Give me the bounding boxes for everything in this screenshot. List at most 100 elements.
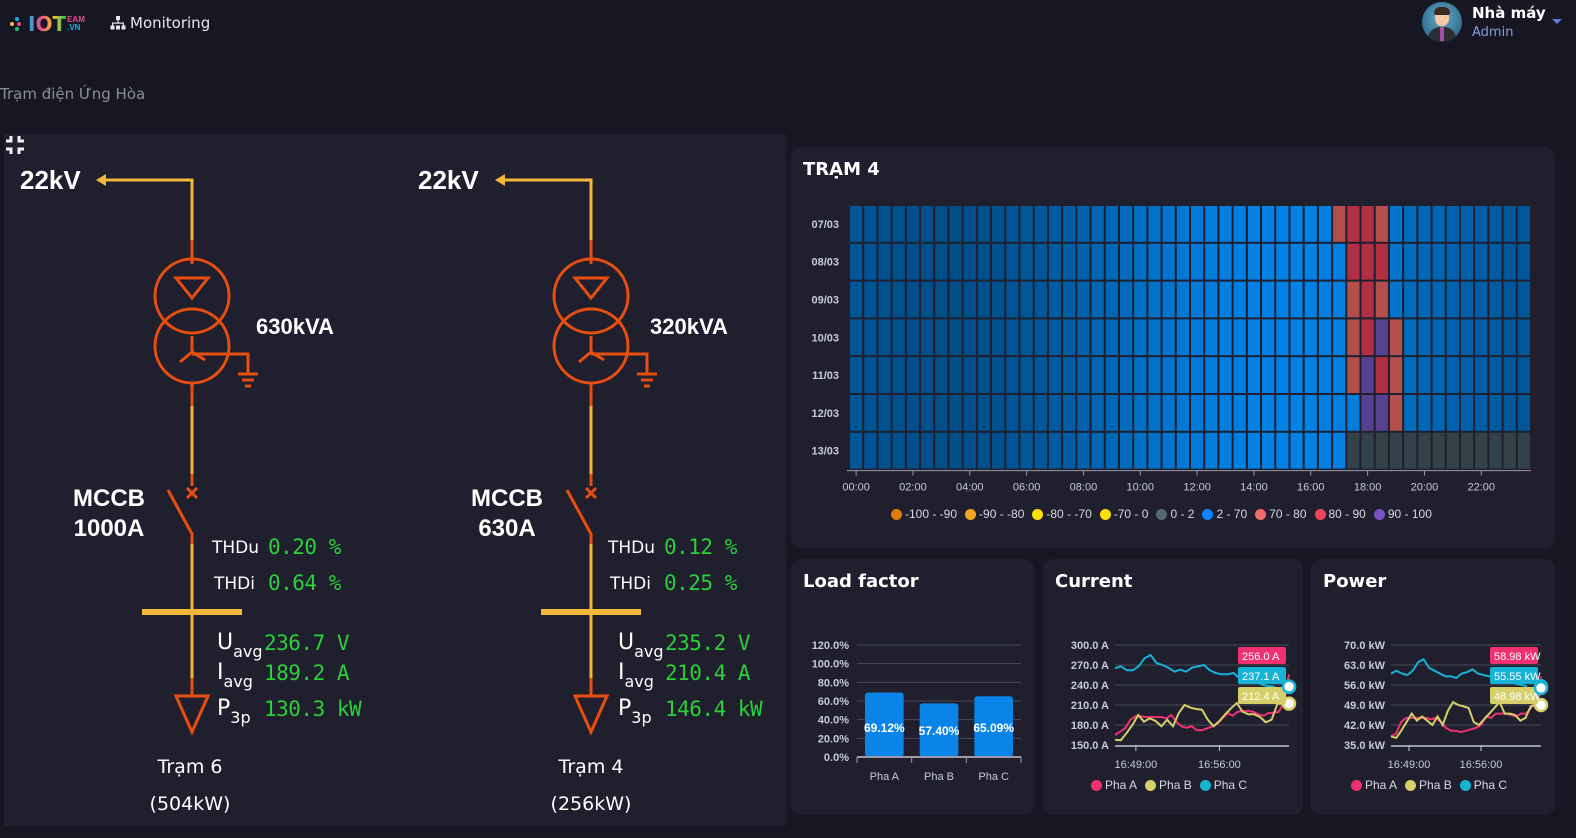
heatmap-cell xyxy=(1119,357,1133,393)
legend-dot-icon xyxy=(1373,508,1385,520)
heatmap-cell xyxy=(1091,206,1104,242)
heatmap-cell xyxy=(1475,319,1488,356)
heatmap-legend-item[interactable]: -80 - -70 xyxy=(1032,507,1092,521)
compress-icon[interactable] xyxy=(4,134,26,156)
heatmap-cell xyxy=(1119,432,1133,469)
heatmap-cell xyxy=(1048,319,1062,356)
legend-label: Pha A xyxy=(1365,778,1398,792)
i-avg-label: Iavg xyxy=(217,660,253,691)
series-end-marker xyxy=(1533,697,1549,713)
heatmap-cell xyxy=(1304,206,1317,242)
heatmap-legend-item[interactable]: 90 - 100 xyxy=(1373,507,1432,521)
heatmap-cell xyxy=(864,319,877,356)
current-title: Current xyxy=(1055,571,1133,592)
legend-label: -100 - -90 xyxy=(905,507,958,521)
heatmap-cell xyxy=(1134,432,1147,469)
heatmap-cell xyxy=(977,281,991,318)
legend-dot-icon xyxy=(1202,508,1214,520)
p-3p-value: 146.4 kW xyxy=(665,697,763,721)
heatmap-cell xyxy=(906,243,920,280)
heatmap-legend-item[interactable]: -90 - -80 xyxy=(965,507,1024,521)
heatmap-cell xyxy=(935,281,948,318)
heatmap-cell xyxy=(1489,357,1502,393)
heatmap-cell xyxy=(1375,395,1388,431)
heatmap-cell xyxy=(1375,206,1388,242)
line-legend-item[interactable]: Pha C xyxy=(1199,778,1248,792)
heatmap-cell xyxy=(1091,281,1104,318)
user-menu[interactable]: Nhà máy Admin xyxy=(1422,2,1546,42)
heatmap-cell xyxy=(1503,357,1516,393)
logo-sub-top: EAM xyxy=(67,15,85,24)
heatmap-cell xyxy=(878,357,891,393)
heatmap-cell xyxy=(1247,243,1261,280)
avatar[interactable] xyxy=(1422,2,1462,42)
heatmap-cell xyxy=(1219,395,1232,431)
nav-monitoring[interactable]: Monitoring xyxy=(110,14,210,32)
heatmap-cell xyxy=(1205,281,1218,318)
line-legend-item[interactable]: Pha B xyxy=(1145,778,1192,792)
heatmap-cell xyxy=(1063,357,1076,393)
breaker-x-icon xyxy=(584,486,598,500)
heatmap-cell xyxy=(935,357,948,393)
heatmap-cell xyxy=(1091,432,1104,469)
value-tooltip-label: 256.0 A xyxy=(1242,651,1280,663)
bar-x-tick-label: Pha A xyxy=(870,771,900,783)
legend-label: -90 - -80 xyxy=(979,507,1025,521)
heatmap-cell xyxy=(1418,395,1431,431)
line-legend-item[interactable]: Pha B xyxy=(1405,778,1452,792)
legend-label: Pha C xyxy=(1213,778,1248,792)
heatmap-cell xyxy=(1205,432,1218,469)
heatmap-cell xyxy=(1105,432,1118,469)
heatmap-cell xyxy=(1475,243,1488,280)
heatmap-cell xyxy=(1503,319,1516,356)
heatmap-cell xyxy=(850,395,863,431)
current-legend: Pha A Pha B Pha C xyxy=(1091,778,1247,792)
heatmap-legend-item[interactable]: 0 - 2 xyxy=(1156,507,1194,521)
heatmap-cell xyxy=(1176,206,1189,242)
logo[interactable]: IOT EAM .VN xyxy=(10,12,85,36)
heatmap-legend-item[interactable]: -100 - -90 xyxy=(891,507,957,521)
transformer-rating: 630kVA xyxy=(256,314,334,339)
heatmap-cell xyxy=(1034,357,1047,393)
line-legend-item[interactable]: Pha C xyxy=(1459,778,1507,792)
heatmap-cell xyxy=(1489,281,1502,318)
voltage-label: 22kV xyxy=(418,165,479,195)
heatmap-cell xyxy=(1134,319,1147,356)
chevron-down-icon[interactable] xyxy=(1552,19,1562,24)
heatmap-chart[interactable]: 07/03 08/03 09/03 10/03 11/03 12/03 13/03 00:00… xyxy=(791,197,1555,537)
line-y-tick-label: 180.0 A xyxy=(1071,720,1109,732)
breaker-switch-icon xyxy=(166,489,194,544)
heatmap-cell xyxy=(1489,206,1502,242)
series-line xyxy=(1114,674,1290,736)
heatmap-cell xyxy=(1077,243,1090,280)
heatmap-cell xyxy=(1432,395,1445,431)
legend-dot-icon xyxy=(1145,779,1157,791)
line-legend-item[interactable]: Pha A xyxy=(1351,778,1397,792)
legend-label: 70 - 80 xyxy=(1269,507,1307,521)
heatmap-cell xyxy=(906,206,920,242)
wye-icon xyxy=(578,350,605,364)
heatmap-cell xyxy=(935,243,948,280)
heatmap-cell xyxy=(1333,243,1346,280)
heatmap-cell xyxy=(878,281,891,318)
heatmap-cell xyxy=(1347,243,1360,280)
heatmap-x-tick-label: 02:00 xyxy=(899,482,927,494)
line-legend-item[interactable]: Pha A xyxy=(1091,778,1137,792)
heatmap-cell xyxy=(1247,395,1261,431)
load-factor-chart: 0.0% 20.0% 40.0% 60.0% 80.0% 100.0% 120.0% 69.1… xyxy=(812,640,1022,783)
u-avg-label: Uavg xyxy=(217,630,263,661)
heatmap-legend-item[interactable]: 2 - 70 xyxy=(1202,507,1247,521)
heatmap-cell xyxy=(1063,432,1076,469)
legend-dot-icon xyxy=(1255,508,1267,520)
heatmap-cell xyxy=(1290,357,1303,393)
heatmap-cell xyxy=(949,395,962,431)
heatmap-cell xyxy=(992,206,1005,242)
heatmap-legend-item[interactable]: -70 - 0 xyxy=(1099,507,1148,521)
heatmap-cell xyxy=(1517,357,1530,393)
heatmap-cell xyxy=(1290,319,1303,356)
heatmap-legend-item[interactable]: 80 - 90 xyxy=(1314,507,1366,521)
heatmap-x-tick-label: 08:00 xyxy=(1070,482,1098,494)
heatmap-legend-item[interactable]: 70 - 80 xyxy=(1255,507,1307,521)
heatmap-cell xyxy=(1205,243,1218,280)
heatmap-cell xyxy=(1063,243,1076,280)
